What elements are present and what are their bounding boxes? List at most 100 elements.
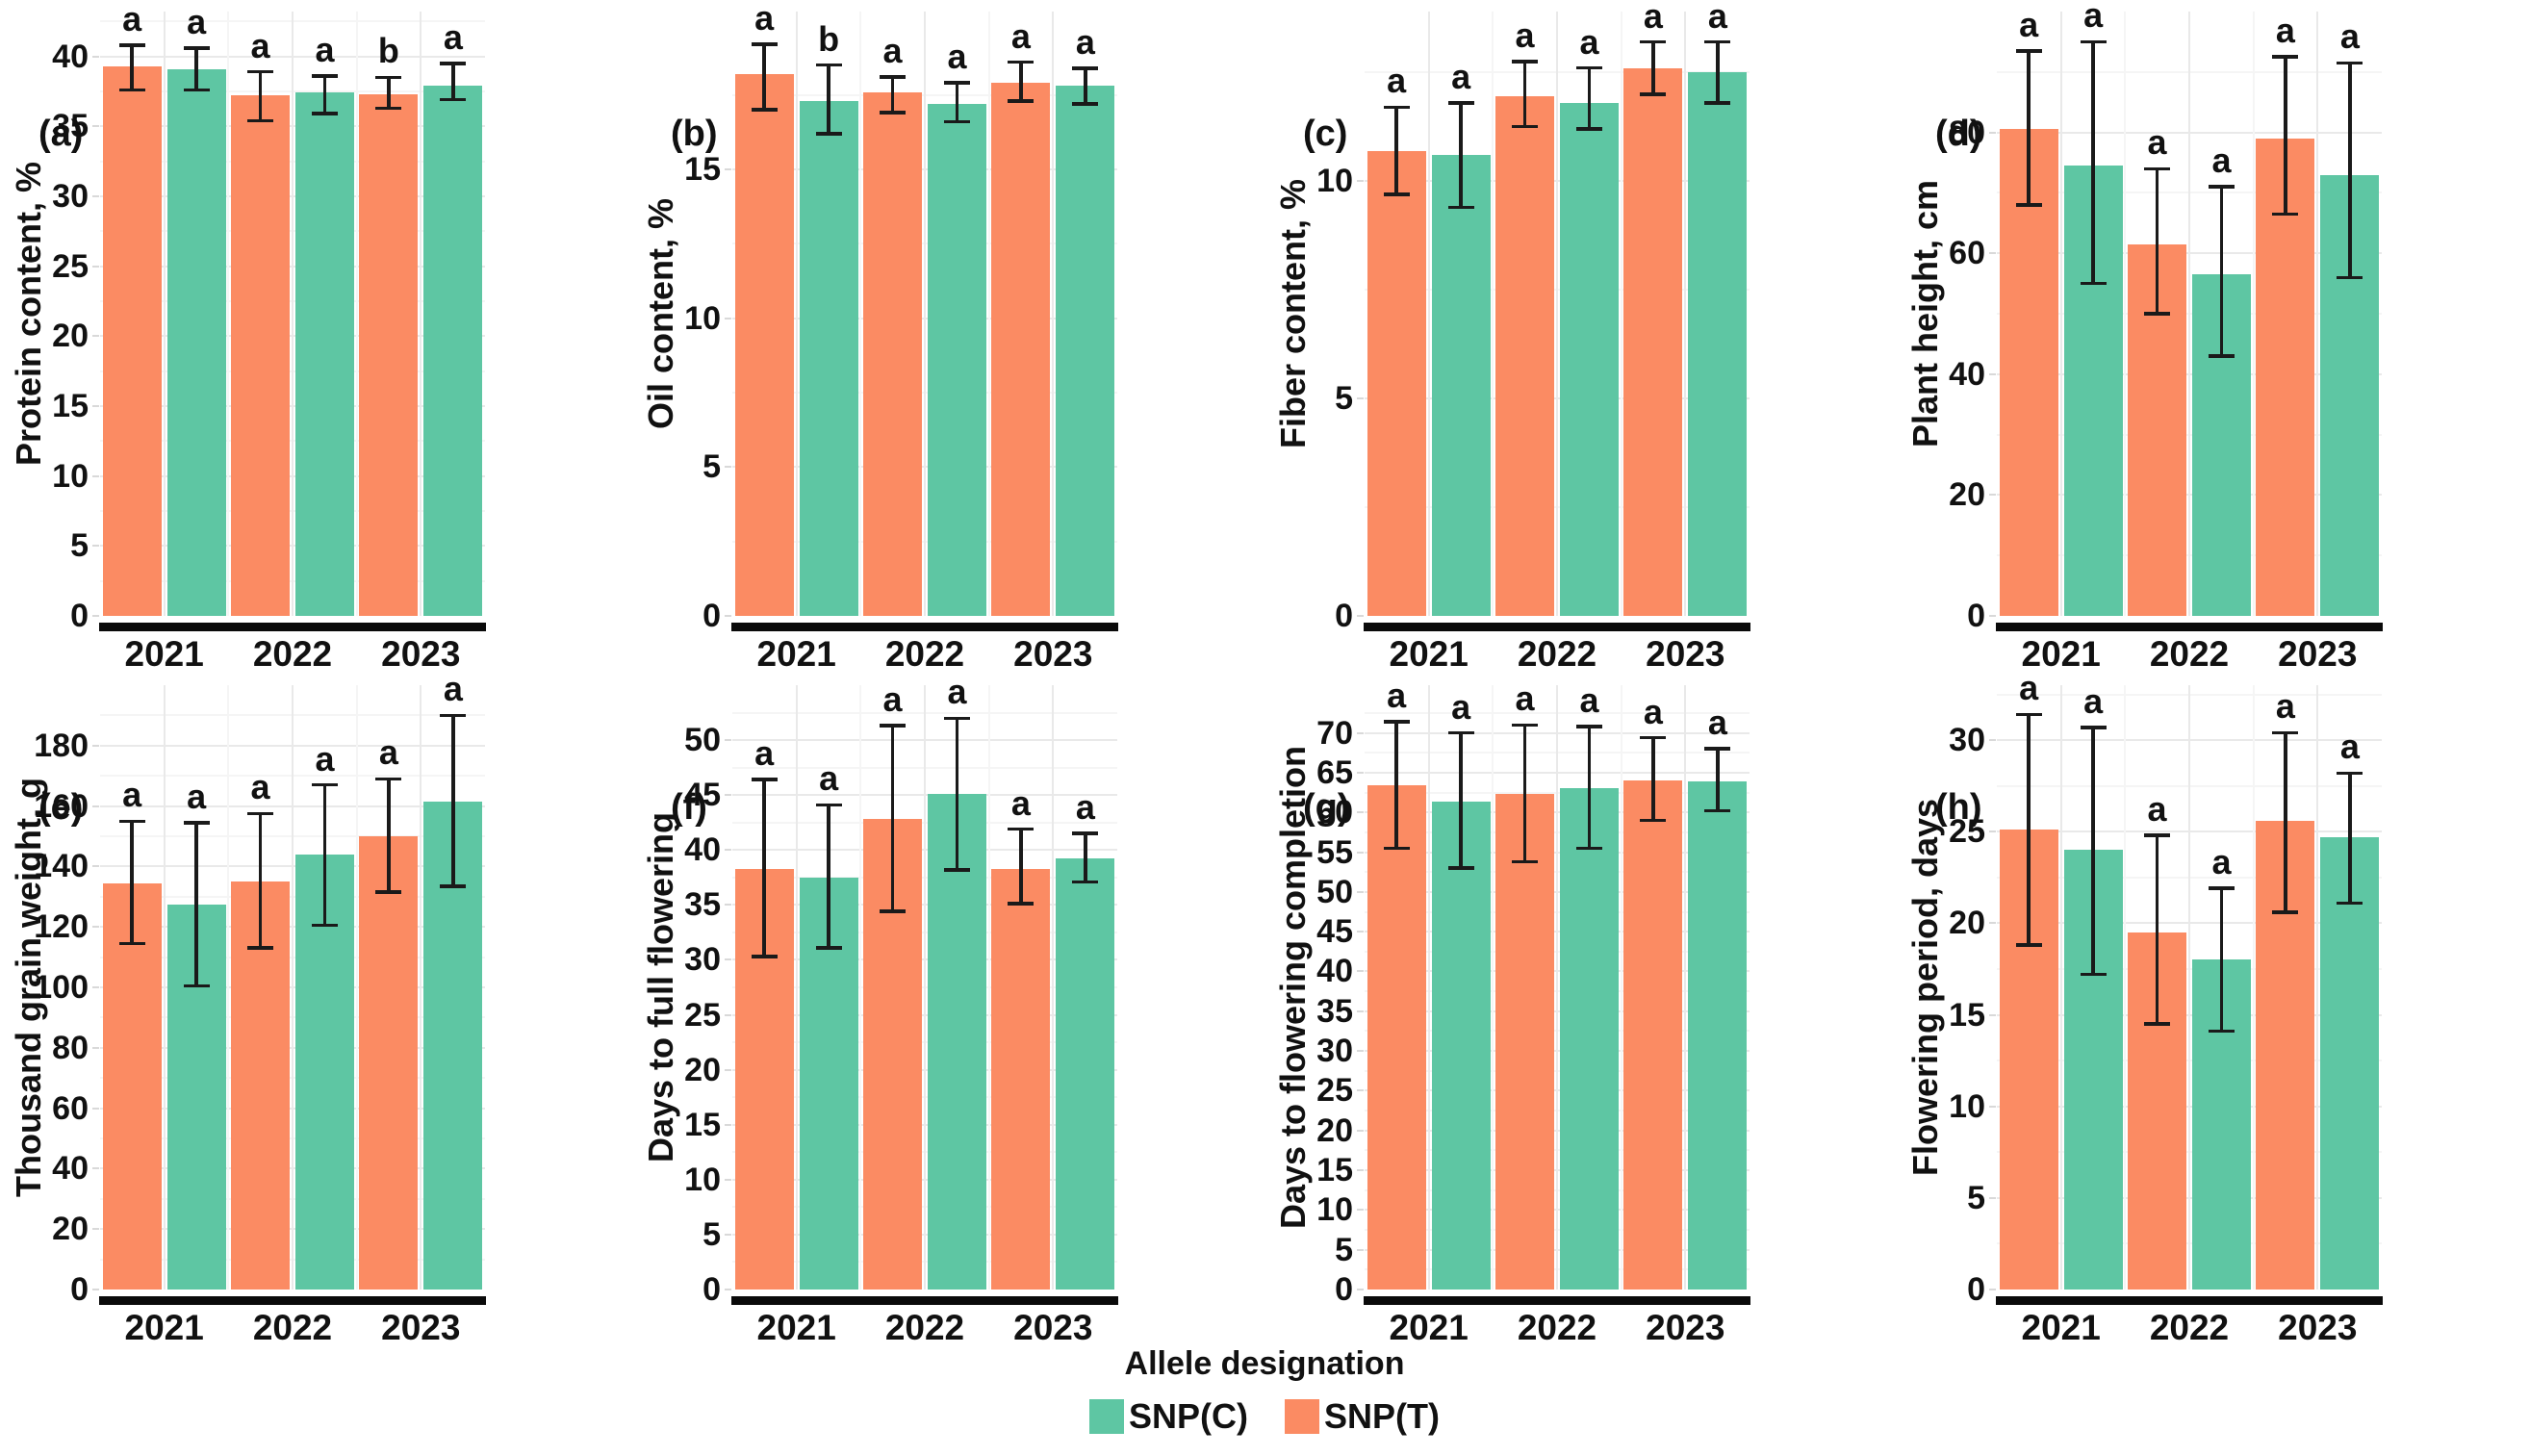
ytick-mark	[1357, 1009, 1364, 1012]
error-bar-cap-top	[375, 75, 402, 80]
ytick-label: 30	[684, 941, 721, 979]
ytick-label: 0	[1335, 1271, 1353, 1308]
gridline-vertical-minor	[987, 685, 990, 1290]
ytick-mark	[725, 958, 731, 961]
ytick-label: 80	[52, 1029, 89, 1066]
bar-snp-c-2022	[928, 103, 986, 616]
error-bar-cap-top	[815, 63, 842, 67]
error-bar-cap-top	[1704, 39, 1731, 44]
ytick-label: 40	[1316, 953, 1353, 990]
error-bar-line	[1716, 749, 1720, 811]
year-label: 2022	[252, 634, 333, 674]
ytick-label: 10	[1316, 163, 1353, 200]
year-label: 2021	[756, 634, 836, 674]
bar-snp-t-2021	[734, 73, 794, 616]
error-bar-cap-bottom	[751, 108, 778, 112]
gridline-vertical-major	[1684, 12, 1687, 616]
error-bar-cap-top	[118, 819, 145, 824]
error-bar-cap-top	[944, 716, 970, 720]
x-axis-underline	[99, 623, 230, 631]
year-label: 2022	[2149, 634, 2230, 674]
error-bar-cap-bottom	[2144, 312, 2170, 316]
ytick-mark	[1989, 1289, 1996, 1290]
error-bar-cap-bottom	[880, 909, 906, 913]
error-bar-line	[130, 821, 134, 944]
ytick-mark	[1357, 890, 1364, 893]
error-bar-cap-bottom	[815, 132, 842, 136]
ytick-label: 20	[1949, 905, 1985, 942]
x-axis-underline	[1996, 623, 2127, 631]
gridline-vertical-minor	[987, 12, 990, 616]
error-bar-cap-bottom	[815, 946, 842, 950]
legend-swatch-snp-t-icon	[1285, 1399, 1319, 1434]
significance-letter: a	[1075, 787, 1095, 828]
error-bar-line	[322, 75, 327, 115]
ytick-label: 100	[34, 969, 89, 1006]
error-bar-cap-top	[1447, 101, 1474, 105]
error-bar-line	[2284, 57, 2287, 215]
bar-snp-c-2021	[799, 100, 858, 616]
ytick-mark	[1357, 1248, 1364, 1251]
gridline-vertical-major	[924, 12, 926, 616]
bar-snp-t-2021	[102, 65, 162, 616]
ytick-mark	[1357, 397, 1364, 400]
year-label: 2021	[2021, 1308, 2101, 1347]
ytick-mark	[725, 849, 731, 852]
error-bar-cap-bottom	[1008, 902, 1035, 906]
gridline-vertical-major	[1684, 685, 1687, 1290]
bar-snp-c-2022	[295, 92, 354, 616]
error-bar-cap-bottom	[2144, 1022, 2170, 1026]
error-bar-cap-bottom	[312, 112, 338, 115]
error-bar-cap-top	[1447, 730, 1474, 735]
significance-letter: a	[187, 1, 207, 41]
error-bar-line	[1522, 61, 1527, 127]
significance-letter: a	[882, 31, 903, 71]
error-bar-line	[194, 47, 198, 90]
error-bar-line	[1394, 722, 1398, 849]
legend-label-snp-t: SNP(T)	[1324, 1396, 1440, 1436]
x-axis-underline	[1996, 1296, 2127, 1305]
panel-a: (a) Protein content, % 0 5 10 15 20 25 30 35 40 a a 2…	[0, 0, 632, 674]
year-label: 2021	[2021, 634, 2101, 674]
error-bar-cap-bottom	[1383, 192, 1410, 196]
error-bar-cap-bottom	[1447, 205, 1474, 210]
significance-letter: a	[443, 16, 463, 57]
ytick-label: 5	[702, 1215, 721, 1253]
x-axis-underline	[859, 623, 990, 631]
error-bar-cap-bottom	[2209, 1029, 2235, 1034]
error-bar-cap-top	[2209, 185, 2235, 189]
error-bar-line	[2348, 63, 2352, 278]
error-bar-line	[2219, 187, 2224, 356]
error-bar-cap-top	[2015, 712, 2042, 717]
panel-letter: (h)	[1935, 787, 1982, 828]
legend-swatch-snp-c-icon	[1089, 1399, 1124, 1434]
ytick-label: 40	[1949, 355, 1985, 393]
significance-letter: a	[315, 738, 335, 779]
significance-letter: a	[250, 767, 270, 807]
error-bar-line	[322, 784, 327, 926]
error-bar-cap-bottom	[1576, 846, 1602, 851]
ytick-mark	[92, 404, 99, 407]
ytick-mark	[1989, 739, 1996, 742]
ytick-label: 50	[684, 722, 721, 759]
gridline-vertical-minor	[2124, 12, 2127, 616]
ytick-mark	[1989, 372, 1996, 375]
error-bar-cap-top	[375, 777, 402, 781]
x-axis-underline	[1492, 1296, 1622, 1305]
error-bar-cap-bottom	[183, 88, 210, 92]
ytick-mark	[92, 545, 99, 548]
error-bar-cap-top	[1008, 827, 1035, 831]
ytick-mark	[92, 1046, 99, 1049]
error-bar-cap-bottom	[1640, 92, 1667, 96]
year-label: 2023	[1013, 1308, 1093, 1347]
ytick-label: 0	[70, 598, 89, 634]
error-bar-line	[2027, 714, 2031, 946]
error-bar-cap-bottom	[2080, 281, 2107, 286]
error-bar-line	[1459, 102, 1463, 208]
x-axis-underline	[2252, 1296, 2383, 1305]
error-bar-cap-bottom	[2015, 943, 2042, 947]
gridline-vertical-major	[1052, 12, 1055, 616]
ytick-label: 40	[52, 38, 89, 75]
error-bar-line	[2155, 168, 2159, 314]
